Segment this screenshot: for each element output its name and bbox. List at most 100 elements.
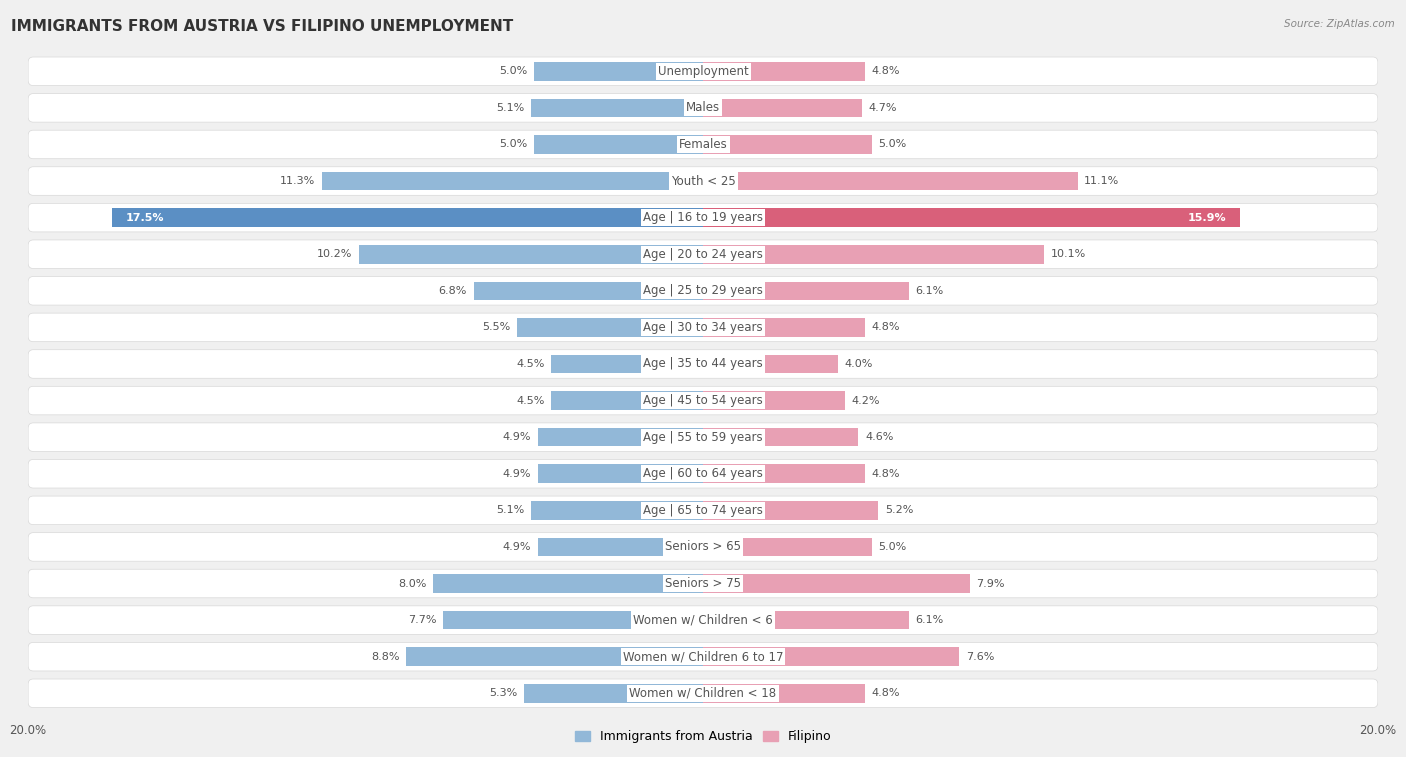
Bar	[443, 611, 703, 629]
Text: 4.6%: 4.6%	[865, 432, 893, 442]
Text: Age | 20 to 24 years: Age | 20 to 24 years	[643, 248, 763, 260]
Bar	[703, 684, 865, 702]
Text: Age | 55 to 59 years: Age | 55 to 59 years	[643, 431, 763, 444]
Text: 4.8%: 4.8%	[872, 67, 900, 76]
Text: 20.0%: 20.0%	[1360, 724, 1396, 737]
Text: Women w/ Children 6 to 17: Women w/ Children 6 to 17	[623, 650, 783, 663]
Text: Age | 65 to 74 years: Age | 65 to 74 years	[643, 504, 763, 517]
Bar	[703, 537, 872, 556]
Text: 4.8%: 4.8%	[872, 322, 900, 332]
FancyBboxPatch shape	[28, 386, 1378, 415]
Text: 5.3%: 5.3%	[489, 688, 517, 698]
Text: Women w/ Children < 18: Women w/ Children < 18	[630, 687, 776, 699]
Text: 4.8%: 4.8%	[872, 469, 900, 478]
Text: 7.9%: 7.9%	[976, 578, 1005, 588]
FancyBboxPatch shape	[28, 533, 1378, 561]
Bar	[534, 62, 703, 80]
Text: 6.1%: 6.1%	[915, 615, 943, 625]
Text: 4.5%: 4.5%	[516, 396, 544, 406]
Bar	[531, 501, 703, 519]
Text: 4.5%: 4.5%	[516, 359, 544, 369]
Text: 4.9%: 4.9%	[502, 469, 531, 478]
Text: 10.2%: 10.2%	[316, 249, 352, 259]
FancyBboxPatch shape	[28, 204, 1378, 232]
Text: 5.0%: 5.0%	[499, 139, 527, 149]
Text: 5.0%: 5.0%	[879, 139, 907, 149]
Bar	[703, 575, 970, 593]
Text: 8.0%: 8.0%	[398, 578, 426, 588]
Bar	[703, 465, 865, 483]
Text: 6.8%: 6.8%	[439, 286, 467, 296]
Text: 20.0%: 20.0%	[10, 724, 46, 737]
Text: 4.7%: 4.7%	[869, 103, 897, 113]
FancyBboxPatch shape	[28, 276, 1378, 305]
Text: 7.6%: 7.6%	[966, 652, 994, 662]
Bar	[322, 172, 703, 190]
Bar	[703, 428, 858, 447]
Bar	[112, 208, 703, 227]
Bar	[703, 611, 908, 629]
Text: Age | 60 to 64 years: Age | 60 to 64 years	[643, 467, 763, 480]
FancyBboxPatch shape	[28, 679, 1378, 708]
Bar	[537, 428, 703, 447]
Bar	[551, 355, 703, 373]
Text: 11.3%: 11.3%	[280, 176, 315, 186]
Bar	[703, 318, 865, 337]
FancyBboxPatch shape	[28, 606, 1378, 634]
Text: 11.1%: 11.1%	[1084, 176, 1119, 186]
Text: Seniors > 75: Seniors > 75	[665, 577, 741, 590]
Bar	[406, 647, 703, 666]
Text: 4.9%: 4.9%	[502, 432, 531, 442]
FancyBboxPatch shape	[28, 423, 1378, 451]
Bar	[531, 98, 703, 117]
Bar	[703, 98, 862, 117]
Text: 5.1%: 5.1%	[496, 506, 524, 516]
FancyBboxPatch shape	[28, 167, 1378, 195]
Text: IMMIGRANTS FROM AUSTRIA VS FILIPINO UNEMPLOYMENT: IMMIGRANTS FROM AUSTRIA VS FILIPINO UNEM…	[11, 19, 513, 34]
FancyBboxPatch shape	[28, 313, 1378, 341]
Bar	[537, 465, 703, 483]
Legend: Immigrants from Austria, Filipino: Immigrants from Austria, Filipino	[569, 725, 837, 748]
FancyBboxPatch shape	[28, 496, 1378, 525]
Text: Unemployment: Unemployment	[658, 65, 748, 78]
Text: Age | 25 to 29 years: Age | 25 to 29 years	[643, 285, 763, 298]
Bar	[433, 575, 703, 593]
Bar	[703, 282, 908, 300]
Text: 5.1%: 5.1%	[496, 103, 524, 113]
Text: Age | 35 to 44 years: Age | 35 to 44 years	[643, 357, 763, 370]
FancyBboxPatch shape	[28, 459, 1378, 488]
Text: Age | 45 to 54 years: Age | 45 to 54 years	[643, 394, 763, 407]
Text: Women w/ Children < 6: Women w/ Children < 6	[633, 614, 773, 627]
Text: Age | 30 to 34 years: Age | 30 to 34 years	[643, 321, 763, 334]
FancyBboxPatch shape	[28, 130, 1378, 159]
Bar	[703, 501, 879, 519]
Text: 10.1%: 10.1%	[1050, 249, 1085, 259]
Bar	[703, 208, 1240, 227]
Bar	[703, 391, 845, 410]
Bar	[703, 245, 1043, 263]
Text: Age | 16 to 19 years: Age | 16 to 19 years	[643, 211, 763, 224]
FancyBboxPatch shape	[28, 94, 1378, 122]
Bar	[703, 647, 959, 666]
Bar	[534, 136, 703, 154]
Text: 8.8%: 8.8%	[371, 652, 399, 662]
Bar	[474, 282, 703, 300]
Text: Males: Males	[686, 101, 720, 114]
Text: 7.7%: 7.7%	[408, 615, 436, 625]
Text: 4.9%: 4.9%	[502, 542, 531, 552]
Bar	[524, 684, 703, 702]
FancyBboxPatch shape	[28, 350, 1378, 378]
FancyBboxPatch shape	[28, 240, 1378, 269]
Text: 15.9%: 15.9%	[1188, 213, 1226, 223]
Text: 4.2%: 4.2%	[852, 396, 880, 406]
Text: Youth < 25: Youth < 25	[671, 175, 735, 188]
Text: 17.5%: 17.5%	[127, 213, 165, 223]
Bar	[703, 62, 865, 80]
FancyBboxPatch shape	[28, 57, 1378, 86]
Text: 4.8%: 4.8%	[872, 688, 900, 698]
Bar	[703, 172, 1077, 190]
Text: Seniors > 65: Seniors > 65	[665, 540, 741, 553]
Text: 4.0%: 4.0%	[845, 359, 873, 369]
Bar	[517, 318, 703, 337]
Bar	[551, 391, 703, 410]
